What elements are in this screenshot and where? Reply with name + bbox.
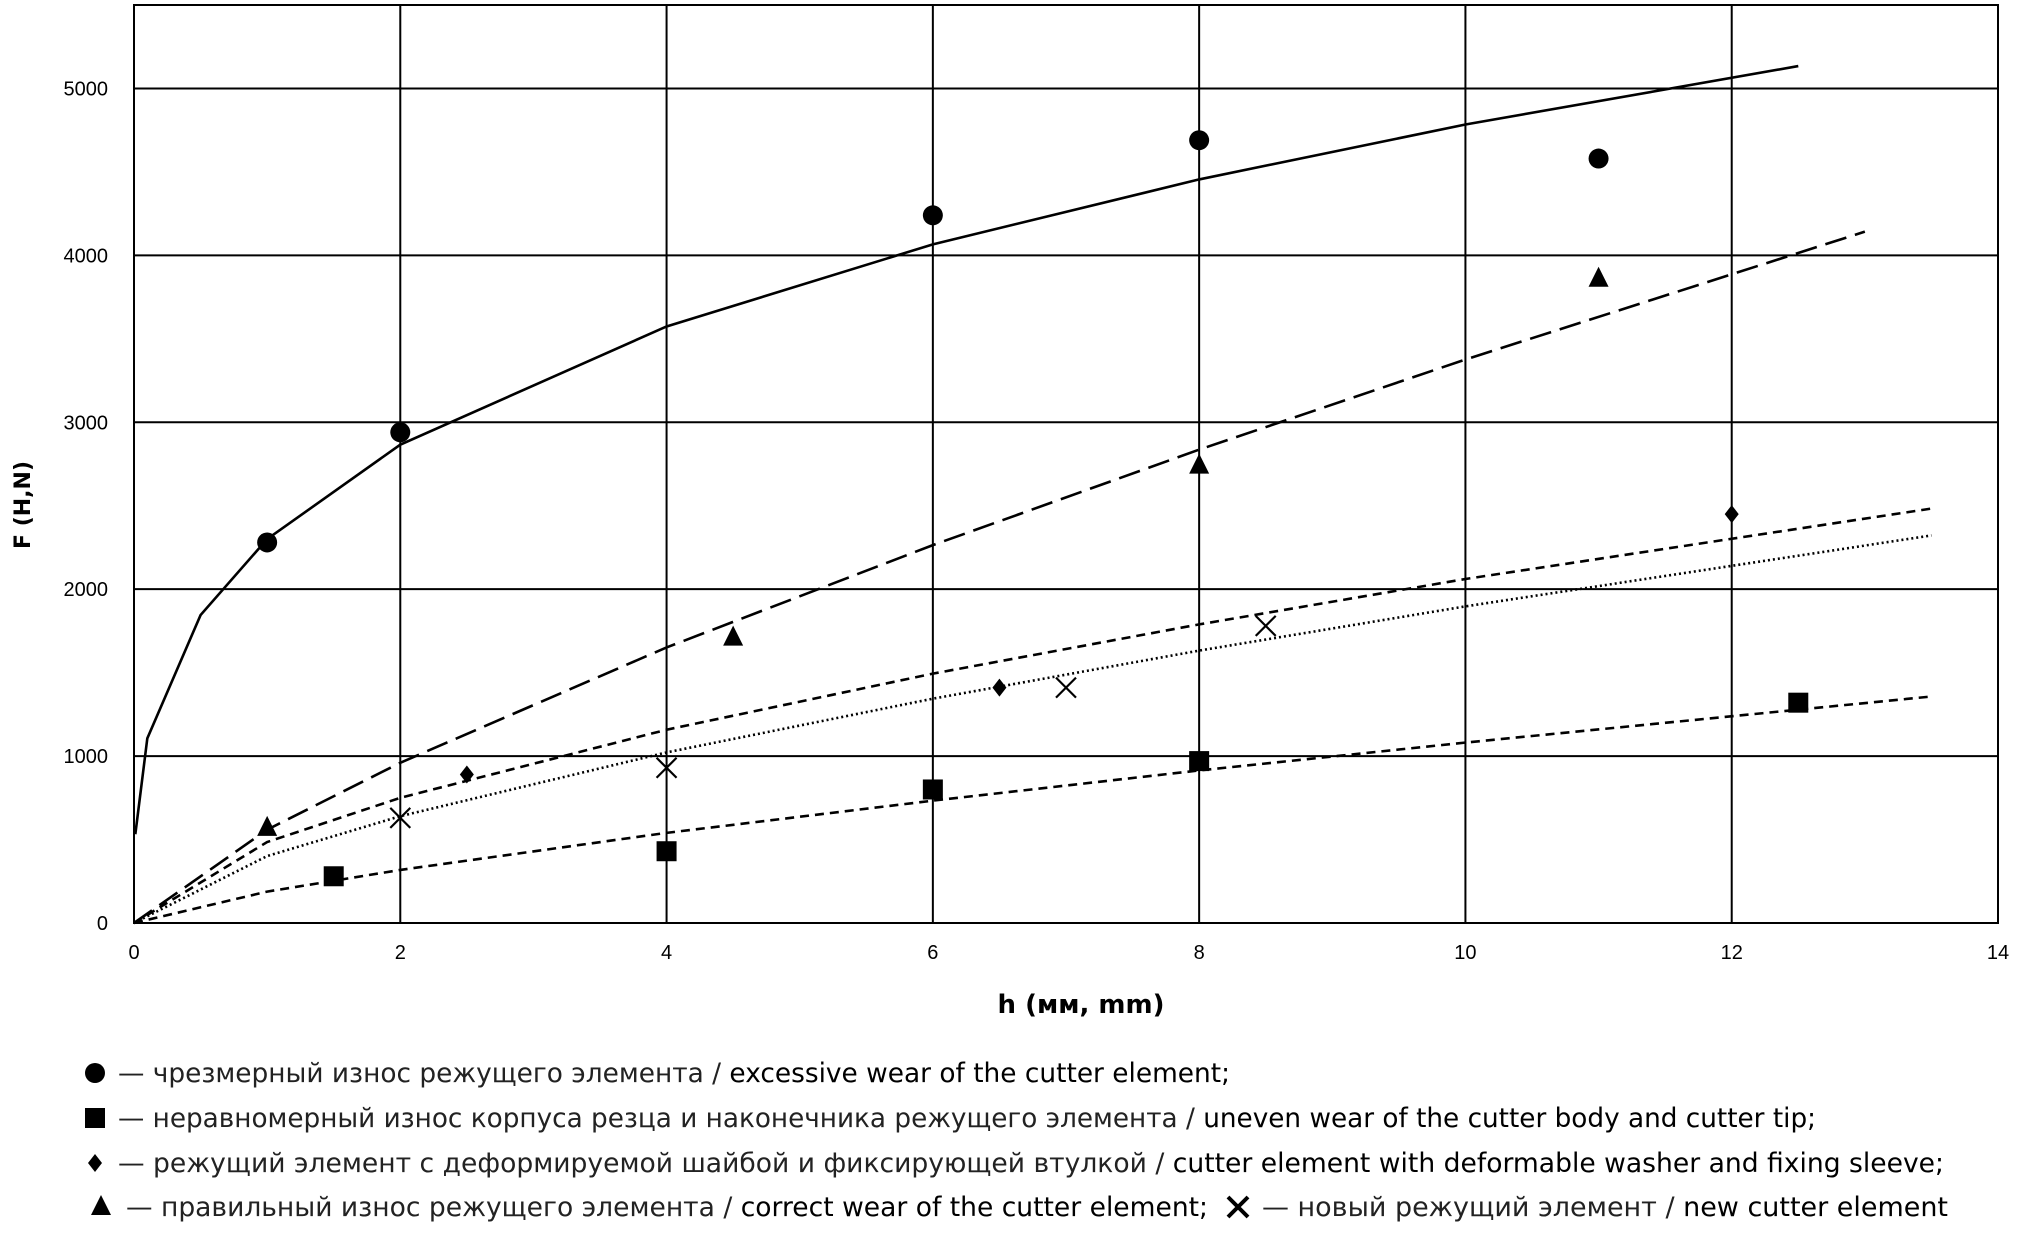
data-point [323,866,344,887]
legend-entry: — чрезмерный износ режущего элемента / e… [118,1058,1230,1089]
trend-line [133,534,1932,925]
data-point [1724,505,1739,524]
legend-text-ru: — неравномерный износ корпуса резца и на… [118,1103,1203,1134]
legend-entry: — режущий элемент с деформируемой шайбой… [118,1148,1944,1179]
legend-entry: — правильный износ режущего элемента / c… [126,1192,1208,1223]
x-tick-label: 4 [661,942,672,964]
data-point [1189,453,1210,474]
data-point [1788,692,1809,713]
data-point [723,625,744,646]
y-tick-label: 3000 [64,412,109,434]
data-point [1254,615,1277,637]
data-point [1189,130,1210,151]
data-point [257,815,278,836]
trend-line [133,507,1932,925]
legend-text: uneven wear of the cutter body and cutte… [1203,1103,1816,1134]
legend-marker [85,1063,105,1083]
data-point [1055,676,1077,699]
x-tick-label: 14 [1987,942,2009,964]
y-tick-label: 1000 [64,746,109,768]
x-tick-label: 6 [927,942,938,964]
data-point [922,205,943,226]
data-point [390,422,411,443]
x-tick-label: 2 [395,942,406,964]
legend-text: cutter element with deformable washer an… [1173,1148,1944,1179]
legend-marker [85,1108,105,1128]
data-point [389,807,412,829]
data-point [1588,266,1609,287]
x-tick-label: 10 [1454,942,1476,964]
trend-line [133,695,1932,925]
legend-text-ru: — новый режущий элемент / [1262,1192,1683,1223]
x-tick-label: 0 [128,942,139,964]
y-axis-label: F (H,N) [11,461,36,549]
legend-marker [91,1195,111,1215]
legend-text: correct wear of the cutter element; [741,1192,1208,1223]
x-tick-label: 8 [1194,942,1205,964]
trend-line [134,64,1799,835]
x-tick-label: 12 [1721,942,1743,964]
data-point [257,532,278,553]
legend-entry: — неравномерный износ корпуса резца и на… [118,1103,1816,1134]
legend: — чрезмерный износ режущего элемента / e… [118,1058,1948,1223]
legend-text-ru: — режущий элемент с деформируемой шайбой… [118,1148,1173,1179]
y-tick-label: 5000 [64,78,109,100]
trend-line [133,230,1866,925]
plot-frame [133,4,1999,924]
y-tick-label: 4000 [64,245,109,267]
data-point [1189,751,1210,772]
data-point [1588,148,1609,169]
legend-marker [88,1154,102,1172]
data-point [656,841,677,862]
legend-text: new cutter element [1683,1192,1948,1223]
data-point [655,756,678,779]
legend-marker [1226,1195,1250,1219]
x-axis-label: h (мм, mm) [998,990,1165,1020]
legend-entry: — новый режущий элемент / new cutter ele… [1262,1192,1948,1223]
data-point [922,779,943,800]
legend-text-ru: — чрезмерный износ режущего элемента / [118,1058,729,1089]
y-tick-label: 0 [97,913,108,935]
legend-text-ru: — правильный износ режущего элемента / [126,1192,741,1223]
legend-text: excessive wear of the cutter element; [729,1058,1230,1089]
data-point [459,765,474,784]
y-tick-label: 2000 [64,579,109,601]
